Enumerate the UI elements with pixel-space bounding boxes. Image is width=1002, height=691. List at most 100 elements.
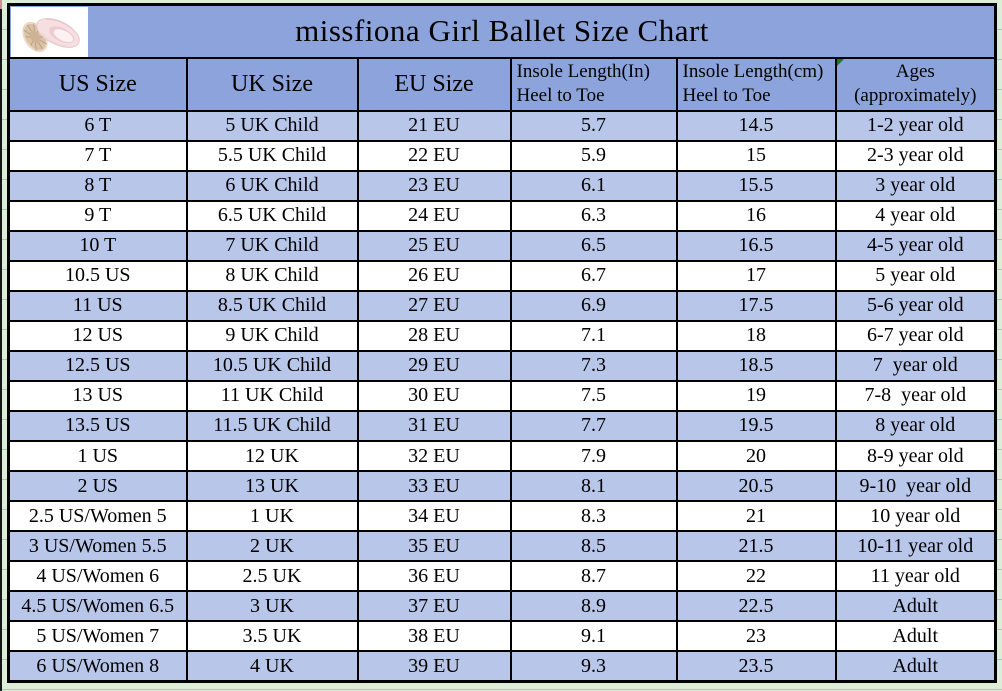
- table-cell: 37 EU: [356, 590, 512, 623]
- table-cell: 6-7 year old: [834, 319, 997, 352]
- table-cell: Adult: [834, 590, 997, 623]
- table-row: 11 US 8.5 UK Child 27 EU 6.9 17.5 5-6 year ol…: [7, 289, 997, 322]
- size-chart-container: missfiona Girl Ballet Size Chart US Size…: [7, 3, 998, 683]
- table-cell: 7.5: [509, 379, 678, 412]
- table-cell: 10 year old: [834, 500, 997, 533]
- table-cell: 3 year old: [834, 169, 997, 202]
- table-cell: 12.5 US: [7, 349, 188, 382]
- table-cell: 5 US/Women 7: [7, 620, 188, 653]
- table-cell: 18.5: [675, 349, 837, 382]
- table-cell: 3 UK: [185, 590, 359, 623]
- table-cell: 13 UK: [185, 470, 359, 503]
- table-cell: 8.1: [509, 470, 678, 503]
- table-cell: 4-5 year old: [834, 229, 997, 262]
- table-cell: 6 US/Women 8: [7, 650, 188, 683]
- table-cell: 35 EU: [356, 530, 512, 563]
- table-cell: 7 year old: [834, 349, 997, 382]
- table-cell: 5.7: [509, 109, 678, 142]
- table-cell: 19.5: [675, 409, 837, 443]
- table-cell: 1 UK: [185, 500, 359, 533]
- table-cell: 7.9: [509, 440, 678, 473]
- table-cell: 11 year old: [834, 560, 997, 593]
- ballet-shoes-icon: [11, 7, 88, 56]
- table-cell: 20.5: [675, 470, 837, 503]
- table-cell: 8.9: [509, 590, 678, 623]
- table-cell: 4.5 US/Women 6.5: [7, 590, 188, 623]
- table-cell: 2.5 UK: [185, 560, 359, 593]
- table-cell: 8.3: [509, 500, 678, 533]
- table-cell: 10.5 UK Child: [185, 349, 359, 382]
- table-cell: 13.5 US: [7, 409, 188, 443]
- table-cell: 10-11 year old: [834, 530, 997, 563]
- table-cell: 6 UK Child: [185, 169, 359, 202]
- ballet-shoes-image: [11, 7, 88, 56]
- table-cell: 8 T: [7, 169, 188, 202]
- table-cell: 6.5: [509, 229, 678, 262]
- table-cell: 21 EU: [356, 109, 512, 142]
- page-title: missfiona Girl Ballet Size Chart: [295, 13, 709, 49]
- table-cell: 8-9 year old: [834, 440, 997, 473]
- table-row: 4 US/Women 6 2.5 UK 36 EU 8.7 22 11 year old: [7, 560, 997, 593]
- table-cell: 7-8 year old: [834, 379, 997, 412]
- table-row: 1 US 12 UK 32 EU 7.9 20 8-9 year old: [7, 440, 997, 473]
- column-header-row: US Size UK Size EU Size Insole Length(In…: [7, 56, 997, 112]
- table-cell: 5 UK Child: [185, 109, 359, 142]
- table-cell: 14.5: [675, 109, 837, 142]
- table-row: 9 T 6.5 UK Child 24 EU 6.3 16 4 year old: [7, 199, 997, 232]
- table-cell: 23.5: [675, 650, 837, 683]
- table-cell: 10.5 US: [7, 259, 188, 292]
- table-cell: 2 UK: [185, 530, 359, 563]
- table-cell: 16.5: [675, 229, 837, 262]
- column-header-sublabel: Heel to Toe: [682, 85, 771, 106]
- table-cell: 5 year old: [834, 259, 997, 292]
- table-cell: 18: [675, 319, 837, 352]
- table-cell: 7 UK Child: [185, 229, 359, 262]
- column-header-label: Ages: [895, 61, 935, 83]
- size-chart-table: missfiona Girl Ballet Size Chart US Size…: [7, 3, 998, 683]
- sheet-left-edge-line: [0, 0, 2, 691]
- table-cell: 16: [675, 199, 837, 232]
- table-cell: 6.5 UK Child: [185, 199, 359, 232]
- table-cell: 24 EU: [356, 199, 512, 232]
- table-cell: 4 UK: [185, 650, 359, 683]
- column-header-eu-size: EU Size: [356, 56, 512, 112]
- table-cell: 6.1: [509, 169, 678, 202]
- table-cell: 13 US: [7, 379, 188, 412]
- table-cell: 22: [675, 560, 837, 593]
- column-header-insole-in: Insole Length(In) Heel to Toe: [509, 56, 678, 112]
- table-cell: 12 UK: [185, 440, 359, 473]
- column-header-sublabel: (approximately): [854, 85, 977, 106]
- table-cell: 19: [675, 379, 837, 412]
- table-cell: 11.5 UK Child: [185, 409, 359, 443]
- table-cell: Adult: [834, 620, 997, 653]
- table-cell: 20: [675, 440, 837, 473]
- table-cell: 6 T: [7, 109, 188, 142]
- table-cell: 5.5 UK Child: [185, 139, 359, 172]
- table-cell: 11 UK Child: [185, 379, 359, 412]
- column-header-label: Insole Length(cm): [682, 61, 824, 83]
- table-cell: 29 EU: [356, 349, 512, 382]
- table-cell: 7.3: [509, 349, 678, 382]
- table-cell: 21.5: [675, 530, 837, 563]
- table-cell: 23: [675, 620, 837, 653]
- table-cell: 2.5 US/Women 5: [7, 500, 188, 533]
- table-cell: 8.5: [509, 530, 678, 563]
- table-cell: 7.7: [509, 409, 678, 443]
- table-cell: 1-2 year old: [834, 109, 997, 142]
- table-cell: 17: [675, 259, 837, 292]
- table-cell: 9.3: [509, 650, 678, 683]
- title-row: missfiona Girl Ballet Size Chart: [7, 3, 997, 59]
- table-cell: 26 EU: [356, 259, 512, 292]
- column-header-label: EU Size: [394, 70, 474, 97]
- cell-comment-flag-icon: [837, 59, 844, 66]
- table-cell: 12 US: [7, 319, 188, 352]
- table-cell: 5.9: [509, 139, 678, 172]
- title-cell: missfiona Girl Ballet Size Chart: [7, 3, 997, 59]
- table-cell: 17.5: [675, 289, 837, 322]
